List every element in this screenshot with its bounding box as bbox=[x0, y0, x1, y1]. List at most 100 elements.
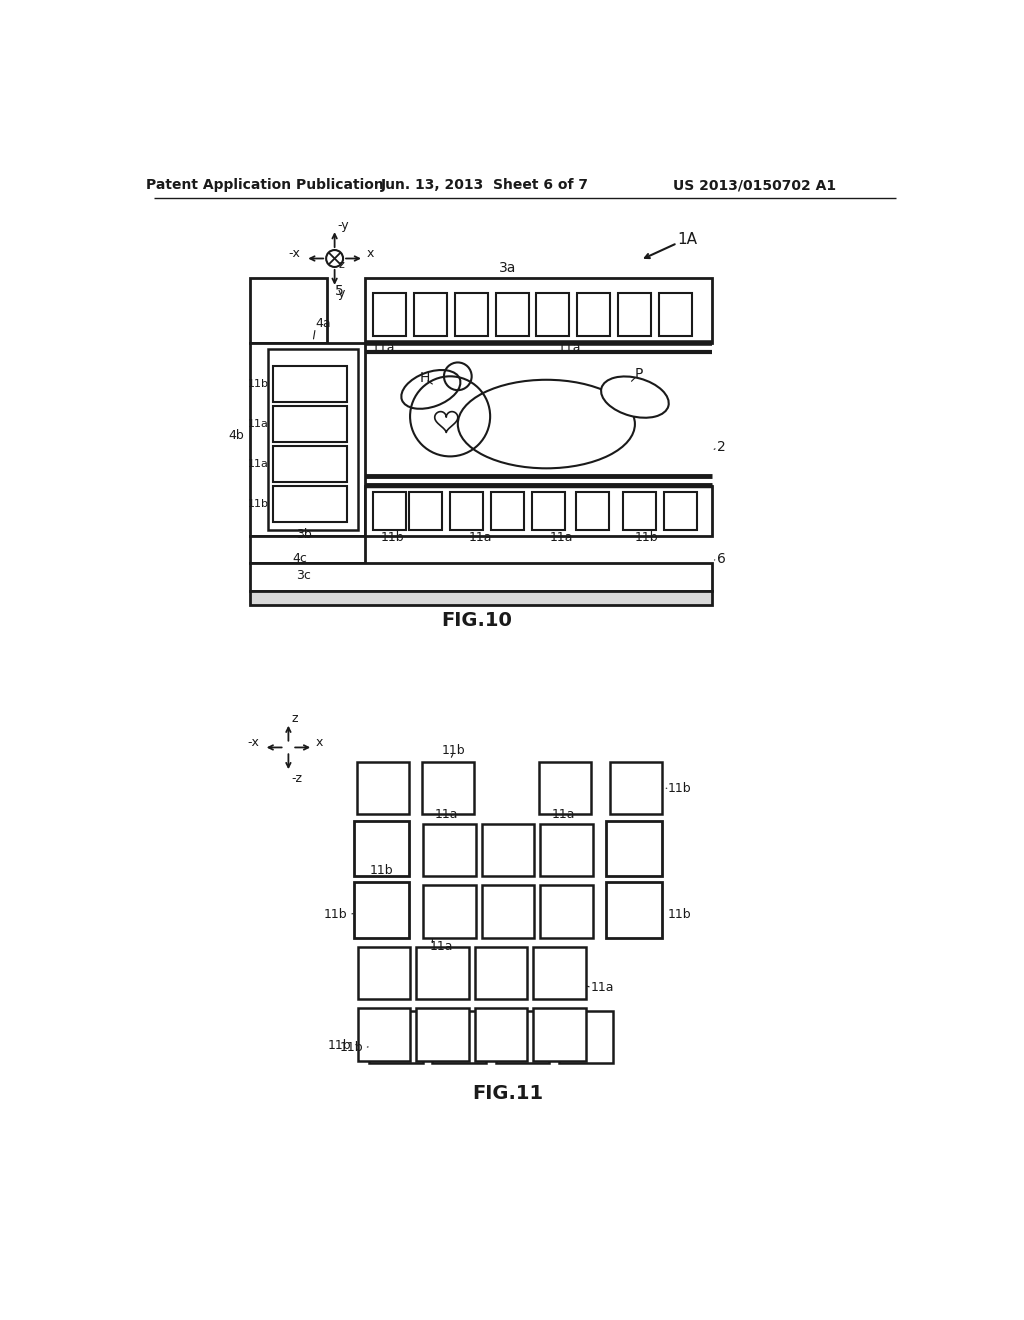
Text: 11a: 11a bbox=[248, 418, 269, 429]
Text: 5: 5 bbox=[335, 284, 343, 298]
Bar bbox=[658, 293, 692, 335]
Bar bbox=[475, 1008, 527, 1061]
Bar bbox=[366, 277, 712, 343]
Bar bbox=[606, 821, 662, 876]
Bar bbox=[250, 562, 712, 591]
Bar bbox=[354, 821, 410, 876]
Text: 11a: 11a bbox=[434, 808, 458, 821]
Bar bbox=[354, 882, 410, 937]
Text: 11a: 11a bbox=[552, 808, 575, 821]
Text: 11b: 11b bbox=[635, 531, 658, 544]
Text: Jun. 13, 2013  Sheet 6 of 7: Jun. 13, 2013 Sheet 6 of 7 bbox=[381, 178, 589, 193]
Text: 2: 2 bbox=[717, 440, 726, 454]
Bar bbox=[539, 762, 591, 814]
Text: 11b: 11b bbox=[328, 1039, 351, 1052]
Bar bbox=[416, 1008, 469, 1061]
Bar bbox=[496, 293, 528, 335]
Text: 11b: 11b bbox=[248, 379, 269, 389]
Bar bbox=[366, 486, 712, 536]
Text: 4b: 4b bbox=[228, 429, 245, 442]
Bar bbox=[273, 487, 347, 521]
Text: 11b: 11b bbox=[442, 744, 466, 758]
Bar bbox=[370, 1011, 423, 1063]
Text: 1A: 1A bbox=[677, 232, 697, 247]
Text: x: x bbox=[367, 247, 375, 260]
Bar bbox=[475, 946, 527, 999]
Text: FIG.11: FIG.11 bbox=[472, 1085, 544, 1104]
Bar bbox=[422, 762, 474, 814]
Bar bbox=[414, 293, 447, 335]
Bar bbox=[416, 946, 469, 999]
Text: 11b: 11b bbox=[668, 781, 691, 795]
Text: 11b: 11b bbox=[340, 1041, 364, 1055]
Text: Patent Application Publication: Patent Application Publication bbox=[146, 178, 384, 193]
Bar bbox=[481, 824, 535, 876]
Bar bbox=[490, 492, 524, 531]
Bar bbox=[357, 946, 410, 999]
Bar bbox=[250, 343, 366, 536]
Text: x: x bbox=[316, 737, 324, 750]
Text: -x: -x bbox=[247, 737, 259, 750]
Bar bbox=[357, 762, 410, 814]
Bar bbox=[423, 824, 475, 876]
Text: H: H bbox=[420, 371, 430, 385]
Bar bbox=[534, 1008, 586, 1061]
Ellipse shape bbox=[601, 376, 669, 417]
Text: 11b: 11b bbox=[668, 908, 691, 921]
Bar bbox=[534, 946, 586, 999]
Bar bbox=[267, 350, 358, 529]
Bar bbox=[541, 824, 593, 876]
Bar bbox=[578, 293, 610, 335]
Bar bbox=[606, 882, 662, 937]
Bar bbox=[665, 492, 697, 531]
Ellipse shape bbox=[401, 370, 461, 409]
Bar bbox=[273, 367, 347, 401]
Bar bbox=[455, 293, 487, 335]
Bar bbox=[273, 407, 347, 442]
Text: -x: -x bbox=[289, 247, 301, 260]
Bar bbox=[432, 1011, 486, 1063]
Bar bbox=[423, 886, 475, 937]
Text: P: P bbox=[635, 367, 643, 381]
Bar bbox=[496, 1011, 550, 1063]
Text: FIG.10: FIG.10 bbox=[441, 611, 512, 630]
Ellipse shape bbox=[458, 380, 635, 469]
Text: 3b: 3b bbox=[296, 528, 311, 541]
Text: 11a: 11a bbox=[550, 531, 573, 544]
Bar bbox=[357, 1008, 410, 1061]
Text: 6: 6 bbox=[717, 552, 726, 566]
Bar bbox=[537, 293, 569, 335]
Text: 3c: 3c bbox=[296, 569, 311, 582]
Text: 11b: 11b bbox=[370, 865, 393, 878]
Bar bbox=[273, 446, 347, 482]
Bar bbox=[481, 886, 535, 937]
Bar bbox=[373, 492, 407, 531]
Bar bbox=[531, 492, 565, 531]
Text: y: y bbox=[338, 288, 345, 301]
Bar bbox=[410, 492, 442, 531]
Text: 11a: 11a bbox=[590, 981, 613, 994]
Bar bbox=[624, 492, 656, 531]
Text: 11a: 11a bbox=[372, 341, 395, 354]
Text: 11a: 11a bbox=[469, 531, 493, 544]
Text: z: z bbox=[339, 260, 344, 269]
Bar bbox=[617, 293, 651, 335]
Text: 11b: 11b bbox=[248, 499, 269, 510]
Text: 4c: 4c bbox=[292, 552, 307, 565]
Bar bbox=[451, 492, 483, 531]
Text: z: z bbox=[292, 713, 298, 726]
Text: 11a: 11a bbox=[558, 341, 582, 354]
Text: -z: -z bbox=[292, 772, 302, 785]
Bar bbox=[373, 293, 407, 335]
Bar bbox=[250, 591, 712, 605]
Text: -y: -y bbox=[338, 219, 349, 232]
Bar bbox=[250, 277, 327, 343]
Text: 11b: 11b bbox=[324, 908, 348, 921]
Text: US 2013/0150702 A1: US 2013/0150702 A1 bbox=[673, 178, 836, 193]
Bar bbox=[609, 762, 662, 814]
Text: 11a: 11a bbox=[248, 459, 269, 469]
Bar bbox=[541, 886, 593, 937]
Text: 11a: 11a bbox=[429, 940, 453, 953]
Bar bbox=[250, 536, 366, 562]
Text: 11b: 11b bbox=[381, 531, 404, 544]
